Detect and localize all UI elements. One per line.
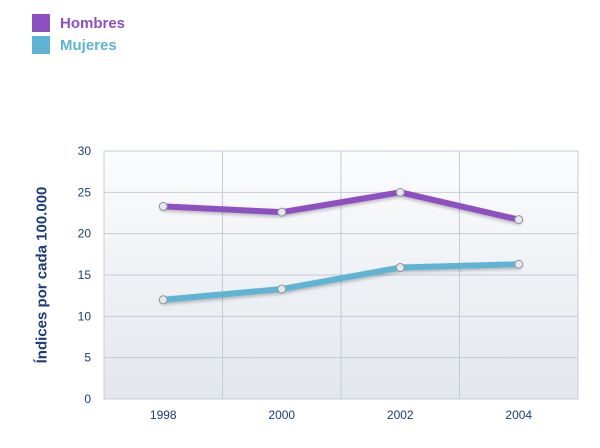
y-tick-label: 15: [78, 268, 92, 282]
y-tick-label: 10: [78, 309, 92, 323]
data-point-mujeres: [158, 295, 168, 305]
data-point-hombres: [158, 201, 168, 211]
y-tick-label: 25: [78, 185, 92, 199]
series-group: [158, 187, 524, 305]
data-point-hombres: [277, 207, 287, 217]
y-tick-label: 0: [84, 392, 91, 406]
x-tick-label: 1998: [150, 408, 177, 422]
y-axis-ticks: 0 5 10 15 20 25 30: [78, 144, 92, 406]
series-line-mujeres: [160, 261, 522, 303]
x-axis-ticks: 1998 2000 2002 2004: [150, 408, 533, 422]
data-point-mujeres: [514, 259, 524, 269]
legend-item-hombres: Hombres: [32, 12, 125, 34]
legend-swatch-mujeres: [32, 36, 50, 54]
legend-label-mujeres: Mujeres: [60, 36, 117, 54]
series-line-hombres: [160, 189, 522, 223]
x-tick-label: 2002: [387, 408, 414, 422]
x-tick-label: 2000: [268, 408, 295, 422]
data-point-hombres: [395, 187, 405, 197]
data-point-mujeres: [395, 263, 405, 273]
y-tick-label: 5: [84, 351, 91, 365]
legend-swatch-hombres: [32, 14, 50, 32]
y-tick-label: 20: [78, 227, 92, 241]
y-tick-label: 30: [78, 144, 92, 158]
data-point-hombres: [514, 215, 524, 225]
legend: Hombres Mujeres: [32, 12, 125, 56]
x-tick-label: 2004: [505, 408, 532, 422]
grid: [103, 150, 579, 400]
legend-label-hombres: Hombres: [60, 14, 126, 32]
data-point-mujeres: [277, 284, 287, 294]
legend-item-mujeres: Mujeres: [32, 34, 125, 56]
